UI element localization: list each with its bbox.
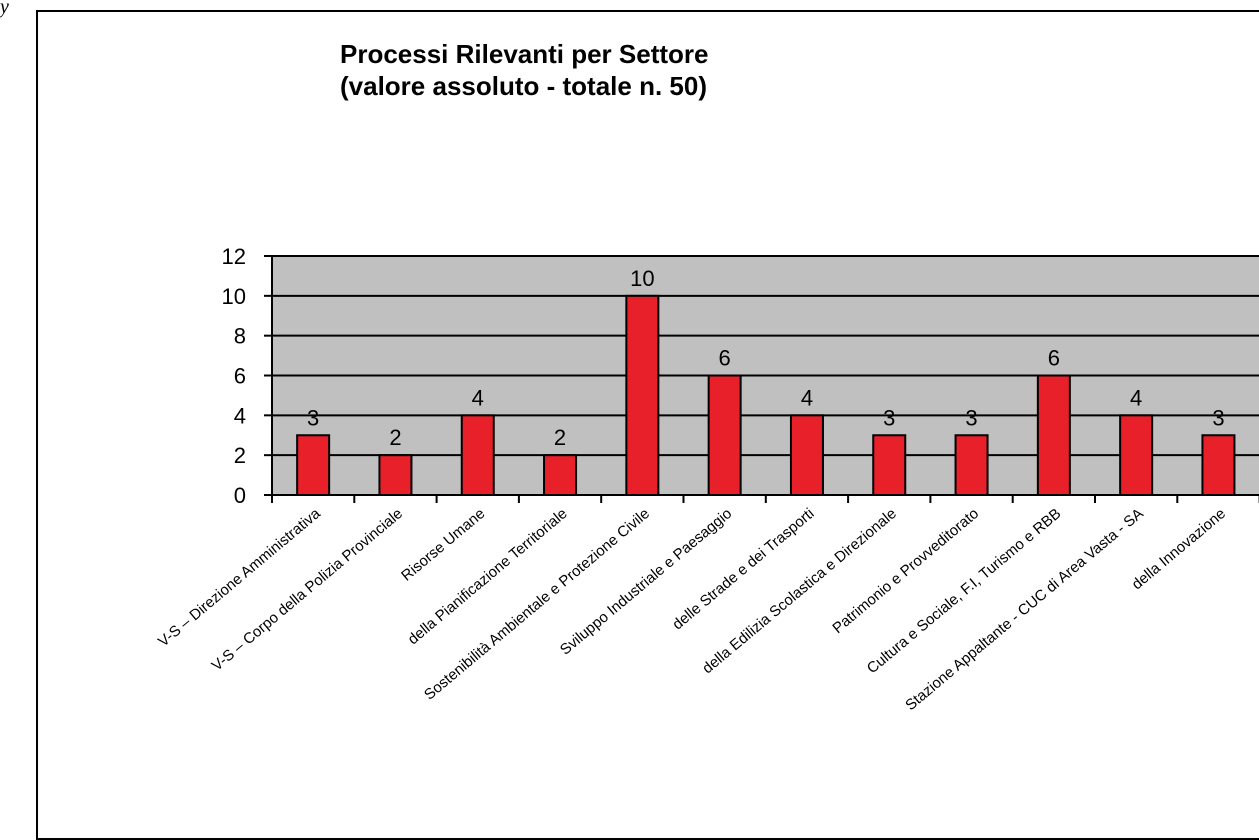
bar [1119, 414, 1154, 497]
bar [707, 374, 742, 496]
bar [789, 414, 824, 497]
y-tick-label: 0 [234, 483, 246, 508]
bar [954, 434, 989, 496]
bar [1036, 374, 1071, 496]
y-tick-label: 12 [222, 244, 246, 269]
y-tick-label: 8 [234, 324, 246, 349]
data-label: 2 [389, 425, 401, 450]
chart-title-block: Processi Rilevanti per Settore (valore a… [340, 38, 940, 102]
category-label: Risorse Umane [398, 505, 488, 584]
data-label: 3 [1212, 405, 1224, 430]
data-label: 3 [965, 405, 977, 430]
corner-mark: y [0, 0, 9, 18]
data-label: 4 [472, 385, 484, 410]
bar [378, 454, 413, 496]
category-label: della Pianificazione Territoriale [405, 505, 571, 648]
y-tick-label: 2 [234, 443, 246, 468]
category-label: Patrimonio e Provveditorato [829, 505, 982, 637]
bar [1201, 434, 1236, 496]
data-label: 3 [883, 405, 895, 430]
chart-title: Processi Rilevanti per Settore [340, 39, 709, 69]
category-label: Sviluppo Industriale e Paesaggio [557, 505, 735, 658]
bar [543, 454, 578, 496]
y-tick-label: 4 [234, 403, 246, 428]
data-label: 6 [1048, 346, 1060, 371]
bar [625, 294, 660, 497]
y-tick-label: 10 [222, 284, 246, 309]
category-label: delle Strade e dei Trasporti [669, 505, 817, 633]
bar [872, 434, 907, 496]
category-label: V-S – Direzione Amministrativa [155, 505, 324, 651]
data-label: 3 [307, 405, 319, 430]
bar [296, 434, 331, 496]
data-label: 10 [630, 266, 654, 291]
data-label: 4 [801, 385, 813, 410]
bar [460, 414, 495, 497]
chart-subtitle: (valore assoluto - totale n. 50) [340, 71, 707, 101]
y-tick-label: 6 [234, 364, 246, 389]
data-label: 6 [719, 346, 731, 371]
data-label: 2 [554, 425, 566, 450]
data-label: 4 [1130, 385, 1142, 410]
